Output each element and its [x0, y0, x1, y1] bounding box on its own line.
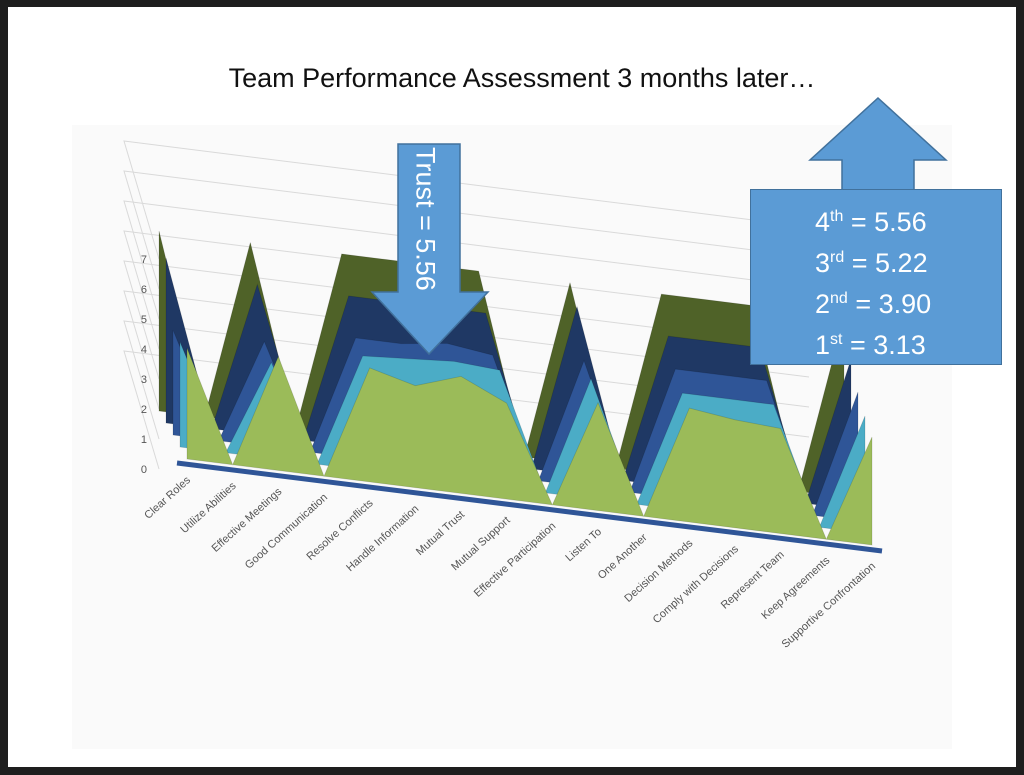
y-tick-label: 3	[141, 374, 147, 386]
gridline	[123, 170, 810, 290]
y-tick-label: 5	[141, 314, 147, 326]
rank-results-box: 4th = 5.56 3rd = 5.22 2nd = 3.90 1st = 3…	[750, 189, 1002, 365]
y-tick-label: 1	[141, 434, 147, 446]
slide: Team Performance Assessment 3 months lat…	[8, 7, 1016, 767]
category-label: Comply with Decisions	[651, 543, 742, 626]
category-label: Clear Roles	[142, 474, 193, 522]
floor-axis	[176, 460, 883, 554]
gridline	[123, 260, 810, 380]
rank-line-2nd: 2nd = 3.90	[815, 289, 932, 319]
y-tick-label: 4	[141, 344, 147, 356]
gridline	[123, 140, 810, 260]
series-5-area	[186, 347, 873, 546]
y-tick-label: 6	[141, 284, 147, 296]
y-tick-label: 2	[141, 404, 147, 416]
up-arrow	[808, 96, 948, 195]
category-label: Listen To	[563, 526, 604, 564]
category-label: Supportive Confrontation	[780, 560, 878, 650]
rank-line-4th: 4th = 5.56	[815, 207, 927, 237]
gridline	[123, 200, 810, 320]
rank-line-3rd: 3rd = 5.22	[815, 248, 928, 278]
trust-callout-text: Trust = 5.56	[410, 147, 441, 291]
trust-down-arrow	[370, 143, 490, 356]
y-tick-label: 7	[141, 254, 147, 266]
rank-line-1st: 1st = 3.13	[815, 330, 926, 360]
category-label: One Another	[596, 531, 650, 581]
y-tick-label: 0	[141, 464, 147, 476]
gridline	[123, 230, 810, 350]
category-label: Mutual Trust	[414, 509, 467, 558]
slide-title: Team Performance Assessment 3 months lat…	[228, 63, 816, 93]
